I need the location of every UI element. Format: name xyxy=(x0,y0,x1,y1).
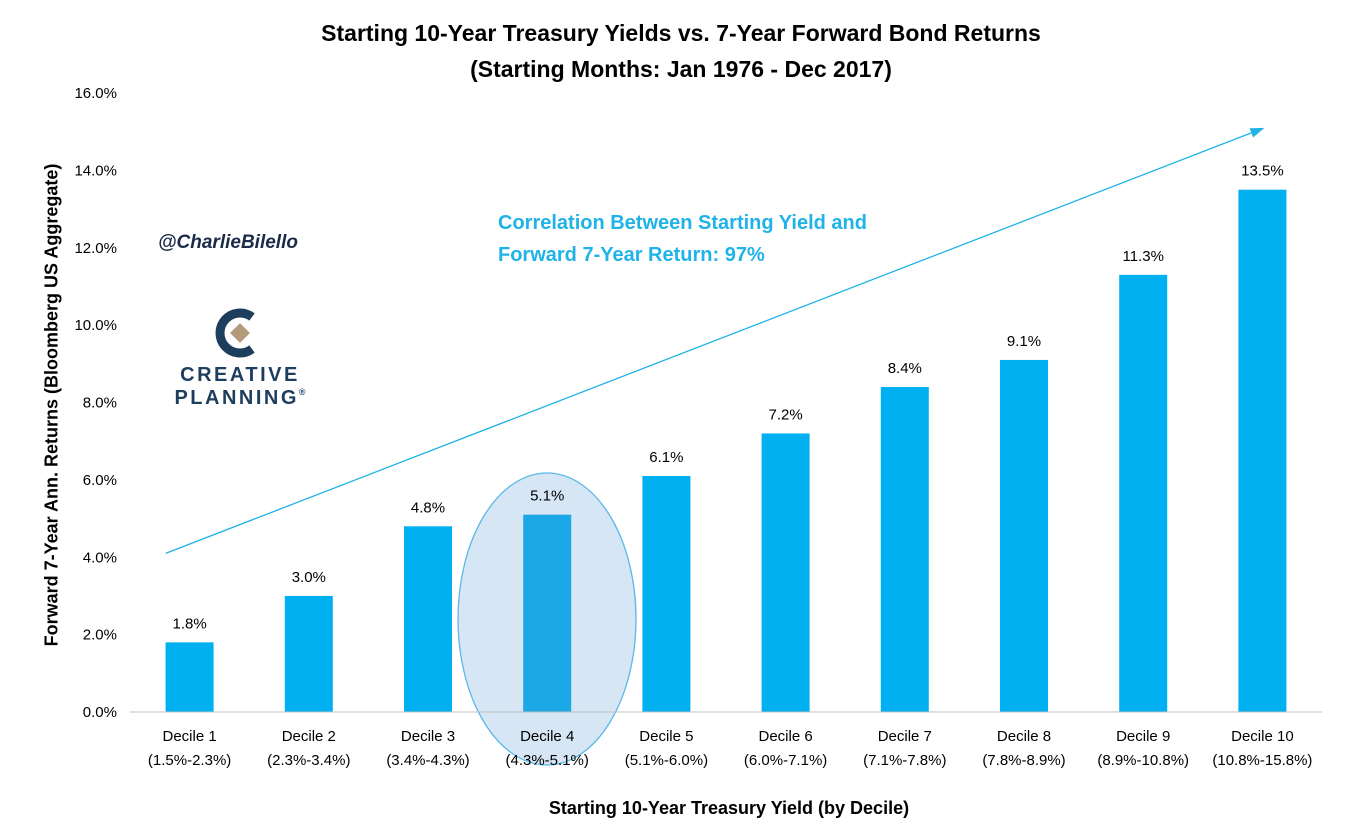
bar-10 xyxy=(1238,189,1287,712)
data-label-9: 11.3% xyxy=(1122,248,1163,265)
bar-4 xyxy=(523,514,572,712)
x-tick-label-5: Decile 5 xyxy=(639,728,693,745)
data-label-6: 7.2% xyxy=(768,406,802,423)
x-tick-label-3: Decile 3 xyxy=(401,728,455,745)
y-axis-title: Forward 7-Year Ann. Returns (Bloomberg U… xyxy=(41,163,62,647)
logo-line-1: CREATIVE xyxy=(180,364,300,386)
y-tick-label-3: 6.0% xyxy=(83,472,117,489)
trend-arrow-head xyxy=(1249,127,1265,138)
bar-5 xyxy=(642,476,691,712)
bar-7 xyxy=(880,387,929,712)
x-tick-range-10: (10.8%-15.8%) xyxy=(1212,752,1312,769)
data-label-4: 5.1% xyxy=(530,488,564,505)
data-label-1: 1.8% xyxy=(172,615,206,632)
bar-8 xyxy=(1000,359,1048,712)
trend-arrow xyxy=(165,132,1252,554)
creative-planning-c-icon xyxy=(215,308,255,358)
y-tick-label-7: 14.0% xyxy=(74,162,117,179)
x-tick-range-8: (7.8%-8.9%) xyxy=(982,752,1065,769)
bar-6 xyxy=(761,433,810,712)
logo-line-2: PLANNING® xyxy=(174,387,306,409)
data-label-5: 6.1% xyxy=(649,449,683,466)
y-tick-label-4: 8.0% xyxy=(83,395,117,412)
correlation-annotation: Correlation Between Starting Yield and F… xyxy=(498,207,867,271)
y-tick-label-0: 0.0% xyxy=(83,704,117,721)
data-label-10: 13.5% xyxy=(1241,163,1284,180)
x-tick-label-9: Decile 9 xyxy=(1116,728,1170,745)
x-tick-range-6: (6.0%-7.1%) xyxy=(744,752,827,769)
bar-1 xyxy=(165,642,214,712)
y-tick-label-6: 12.0% xyxy=(74,240,117,257)
x-tick-label-10: Decile 10 xyxy=(1231,728,1294,745)
y-tick-label-8: 16.0% xyxy=(74,85,117,102)
data-label-8: 9.1% xyxy=(1007,333,1041,350)
bar-3 xyxy=(404,526,452,712)
x-tick-label-4: Decile 4 xyxy=(520,728,574,745)
correlation-line-2: Forward 7-Year Return: 97% xyxy=(498,244,765,266)
x-tick-range-1: (1.5%-2.3%) xyxy=(148,752,231,769)
bar-2 xyxy=(284,595,333,712)
chart-title: Starting 10-Year Treasury Yields vs. 7-Y… xyxy=(321,20,1041,46)
x-tick-label-6: Decile 6 xyxy=(758,728,812,745)
x-axis-title: Starting 10-Year Treasury Yield (by Deci… xyxy=(548,798,910,818)
y-tick-label-5: 10.0% xyxy=(74,317,117,334)
x-tick-label-1: Decile 1 xyxy=(162,728,216,745)
bar-9 xyxy=(1119,274,1168,712)
y-tick-label-2: 4.0% xyxy=(83,549,117,566)
x-tick-range-5: (5.1%-6.0%) xyxy=(625,752,708,769)
author-handle: @CharlieBilello xyxy=(158,232,298,253)
x-tick-range-7: (7.1%-7.8%) xyxy=(863,752,946,769)
correlation-line-1: Correlation Between Starting Yield and xyxy=(498,212,867,234)
x-tick-label-8: Decile 8 xyxy=(997,728,1051,745)
x-tick-range-9: (8.9%-10.8%) xyxy=(1097,752,1189,769)
data-label-3: 4.8% xyxy=(411,499,445,516)
x-tick-label-2: Decile 2 xyxy=(282,728,336,745)
chart-subtitle: (Starting Months: Jan 1976 - Dec 2017) xyxy=(470,56,892,82)
data-label-7: 8.4% xyxy=(888,360,922,377)
x-tick-range-4: (4.3%-5.1%) xyxy=(506,752,589,769)
x-tick-range-2: (2.3%-3.4%) xyxy=(267,752,350,769)
data-label-2: 3.0% xyxy=(292,569,326,586)
x-tick-label-7: Decile 7 xyxy=(878,728,932,745)
y-tick-label-1: 2.0% xyxy=(83,627,117,644)
x-tick-range-3: (3.4%-4.3%) xyxy=(386,752,469,769)
